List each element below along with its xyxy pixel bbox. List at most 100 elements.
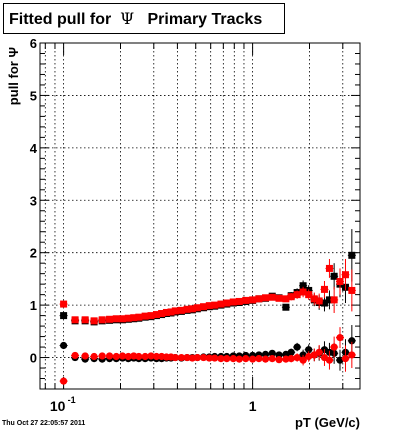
data-point-circle — [305, 346, 313, 354]
data-point-circle — [348, 337, 356, 345]
data-point-circle — [81, 352, 89, 360]
data-point-circle — [336, 334, 344, 342]
data-point-square — [336, 278, 344, 286]
data-point-circle — [105, 352, 114, 360]
data-point-circle — [71, 351, 79, 360]
data-point-circle — [229, 354, 237, 363]
data-point-square — [188, 305, 196, 313]
data-point-circle — [217, 354, 225, 363]
data-point-square — [147, 312, 155, 320]
data-point-circle — [118, 352, 127, 360]
chart-title: Fitted pull for Ψ Primary Tracks — [3, 3, 285, 34]
data-point-circle — [235, 355, 243, 363]
data-point-circle — [287, 348, 295, 356]
y-axis-title: pull for Ψ — [6, 47, 21, 105]
axis-labels: 0 1 2 3 4 5 6 10 -1 1 pT (GeV/c) pull for Ψ — [6, 36, 360, 430]
title-symbol: Ψ — [120, 9, 135, 28]
data-point-circle — [141, 352, 149, 361]
y-tick-label: 1 — [30, 298, 37, 313]
x-tick-label: 10 — [50, 398, 66, 414]
data-point-square — [171, 307, 179, 315]
data-point-square — [183, 305, 191, 313]
data-point-circle — [249, 355, 257, 363]
data-point-square — [348, 251, 356, 259]
data-point-square — [261, 294, 269, 302]
y-tick-label: 2 — [30, 246, 37, 261]
data-point-circle — [325, 356, 334, 364]
data-point-circle — [330, 343, 338, 351]
data-point-square — [229, 298, 237, 306]
data-point-circle — [124, 352, 132, 361]
data-point-square — [341, 271, 349, 279]
data-point-square — [293, 291, 301, 299]
data-point-circle — [348, 351, 356, 359]
data-point-circle — [152, 352, 161, 361]
data-point-square — [299, 288, 307, 296]
data-point-circle — [223, 354, 231, 363]
data-point-circle — [268, 349, 276, 357]
series-0-sigma — [59, 229, 356, 326]
grid — [40, 42, 360, 389]
data-point-square — [205, 302, 213, 310]
data-point-circle — [147, 352, 155, 360]
data-point-square — [200, 303, 208, 311]
data-point-square — [98, 316, 106, 324]
data-point-circle — [242, 354, 250, 363]
data-point-circle — [315, 348, 323, 356]
title-prefix: Fitted pull for — [9, 11, 112, 28]
footer-date: Thu Oct 27 22:05:57 2011 — [2, 420, 86, 427]
data-point-square — [211, 301, 219, 309]
data-point-square — [60, 312, 68, 320]
data-points — [59, 229, 356, 385]
data-point-square — [124, 314, 132, 322]
data-point-circle — [135, 352, 143, 361]
data-point-square — [162, 308, 170, 316]
data-point-square — [193, 304, 201, 312]
data-point-square — [330, 296, 338, 304]
data-point-circle — [211, 354, 219, 362]
y-tick-label: 0 — [30, 351, 37, 366]
data-point-square — [177, 306, 185, 314]
data-point-square — [255, 295, 263, 303]
data-point-circle — [287, 354, 295, 363]
y-tick-label: 3 — [30, 193, 37, 208]
data-point-square — [315, 297, 323, 305]
data-point-circle — [282, 355, 290, 363]
y-tick-label: 5 — [30, 88, 37, 103]
x-axis-title: pT (GeV/c) — [295, 415, 360, 430]
data-point-circle — [293, 343, 301, 351]
title-suffix: Primary Tracks — [147, 11, 263, 28]
x-tick-label: 1 — [249, 398, 257, 414]
data-point-circle — [275, 356, 283, 364]
data-point-square — [223, 299, 231, 307]
data-point-square — [325, 264, 333, 272]
data-point-square — [242, 296, 250, 304]
data-point-circle — [98, 352, 106, 360]
data-point-circle — [199, 353, 208, 362]
data-point-circle — [261, 355, 270, 363]
data-point-square — [320, 285, 328, 293]
data-point-square — [275, 294, 283, 302]
data-point-square — [90, 317, 98, 325]
data-point-circle — [255, 354, 263, 363]
data-point-circle — [193, 353, 201, 362]
data-point-square — [268, 293, 276, 301]
data-point-circle — [183, 353, 191, 362]
y-tick-label: 6 — [30, 36, 37, 51]
data-point-square — [330, 272, 338, 280]
data-point-square — [249, 296, 257, 304]
data-point-square — [130, 314, 138, 322]
data-point-square — [81, 316, 89, 324]
data-point-circle — [299, 356, 307, 364]
data-point-circle — [268, 354, 276, 363]
series-1-sigma — [59, 258, 356, 325]
data-point-circle — [205, 354, 213, 362]
plot-frame — [39, 42, 361, 390]
data-point-square — [310, 295, 318, 303]
data-point-square — [167, 308, 175, 316]
data-point-square — [235, 297, 243, 305]
data-point-square — [152, 311, 160, 319]
data-point-circle — [341, 354, 350, 363]
data-point-square — [325, 296, 333, 304]
